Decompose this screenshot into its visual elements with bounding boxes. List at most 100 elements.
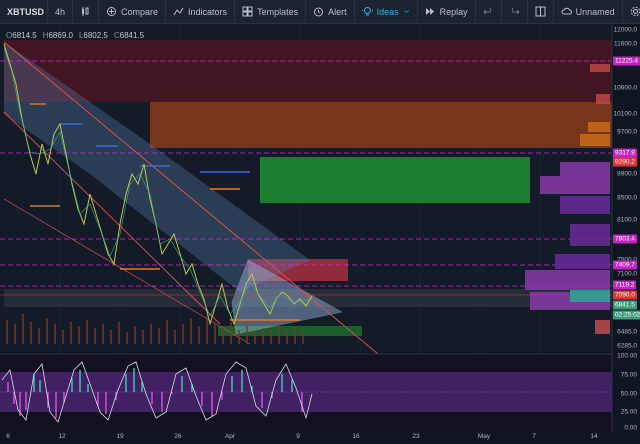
ideas-label: Ideas: [376, 6, 399, 17]
replay-button[interactable]: Replay: [418, 0, 476, 24]
level-markers: [30, 103, 300, 321]
price-tick: 8500.0: [617, 194, 637, 202]
support-zone-green[interactable]: [260, 157, 530, 203]
supply-zone-top[interactable]: [4, 40, 612, 102]
cloud-icon: [561, 7, 572, 15]
price-tick: 8100.0: [617, 216, 637, 224]
osc-tick: 100.00: [617, 352, 637, 360]
date-tick: 23: [412, 433, 420, 440]
date-tick: May: [477, 433, 491, 440]
descending-channel[interactable]: [4, 42, 310, 292]
range-zone-grey[interactable]: [4, 289, 612, 307]
resistance-zone-red[interactable]: [248, 259, 348, 281]
horizontal-levels: [0, 60, 612, 287]
open-label: O: [6, 31, 13, 40]
price-tag: 7090.0: [613, 290, 637, 300]
price-tick: 6285.0: [617, 342, 637, 350]
chevron-down-icon: [403, 10, 409, 13]
price-tick: 7100.0: [617, 270, 637, 278]
undo-button[interactable]: [476, 0, 502, 24]
candles-icon: [82, 7, 89, 16]
layout-menu-button[interactable]: [528, 0, 554, 24]
low-value: 6802.5: [83, 31, 108, 40]
high-value: 6869.0: [48, 31, 73, 40]
top-toolbar: XBTUSD 4h Compare Indicators Templates A…: [0, 0, 640, 24]
open-value: 6814.5: [12, 31, 37, 40]
price-tick: 9700.0: [617, 128, 637, 136]
alert-label: Alert: [328, 6, 347, 17]
current-price-tag: 6841.5: [613, 300, 637, 310]
low-label: L: [78, 31, 84, 40]
date-axis[interactable]: 6 12 19 26 Apr 9 16 23 May 7 14: [0, 432, 640, 444]
chart-style-button[interactable]: [73, 0, 100, 24]
compare-button[interactable]: Compare: [99, 0, 167, 24]
alarm-clock-icon: [314, 7, 324, 17]
templates-icon: [242, 6, 253, 17]
price-tag: 7409.7: [613, 260, 637, 270]
indicators-icon: [173, 7, 184, 16]
osc-tick: 75.00: [620, 371, 637, 379]
lightbulb-icon: [361, 7, 373, 16]
resistance-zone-orange[interactable]: [150, 102, 612, 148]
date-tick: 16: [352, 433, 360, 440]
chart-canvas[interactable]: [0, 24, 640, 444]
date-tick: 9: [296, 433, 300, 440]
indicators-button[interactable]: Indicators: [166, 0, 236, 24]
templates-button[interactable]: Templates: [235, 0, 307, 24]
date-tick: 26: [174, 433, 182, 440]
oscillator-axis[interactable]: 100.00 75.00 50.00 25.00 0.00: [612, 352, 640, 432]
price-tag: 9317.9: [613, 148, 637, 158]
undo-icon: [482, 7, 491, 15]
bar-countdown-tag: 02:25:02: [613, 310, 640, 320]
compare-label: Compare: [121, 6, 159, 17]
price-tick: 8900.0: [617, 170, 637, 178]
trendline-lower[interactable]: [3, 111, 221, 325]
price-tag: 9290.2: [613, 157, 637, 167]
oscillator-histogram: [7, 368, 303, 418]
volume-bars: [6, 314, 304, 344]
cloud-save-button[interactable]: Unnamed: [554, 0, 623, 24]
trendline-upper[interactable]: [3, 41, 379, 355]
layout-name: Unnamed: [575, 6, 615, 17]
gear-icon: [630, 6, 640, 17]
ohlc-legend: O6814.5 H6869.0 L6802.5 C6841.5: [6, 31, 144, 40]
price-tick: 10600.0: [613, 84, 638, 92]
price-tick: 10100.0: [613, 110, 638, 118]
price-tag: 11225.4: [613, 56, 640, 66]
date-tick: Apr: [224, 433, 236, 440]
date-tick: 14: [590, 433, 598, 440]
redo-icon: [511, 7, 520, 15]
date-tick: 6: [6, 433, 10, 440]
date-tick: 19: [116, 433, 124, 440]
support-zone-dark-green[interactable]: [218, 326, 362, 336]
interval-selector[interactable]: 4h: [48, 0, 74, 24]
price-tag: 7803.4: [613, 234, 637, 244]
ideas-button[interactable]: Ideas: [355, 0, 418, 24]
price-tick: 11600.0: [613, 40, 637, 48]
price-tick: 7500.0: [617, 257, 637, 264]
date-tick: 7: [532, 433, 536, 440]
price-tag: 7119.2: [613, 280, 637, 290]
volume-profile: [525, 64, 610, 334]
close-value: 6841.5: [119, 31, 145, 40]
alert-button[interactable]: Alert: [306, 0, 355, 24]
date-tick: 12: [58, 433, 66, 440]
osc-tick: 50.00: [620, 390, 637, 398]
replay-label: Replay: [439, 6, 468, 17]
high-label: H: [42, 31, 49, 40]
price-tick: 6485.0: [617, 328, 637, 336]
templates-label: Templates: [257, 6, 299, 17]
close-label: C: [113, 31, 120, 40]
price-axis[interactable]: 12000.0 11600.0 10600.0 10100.0 9700.0 8…: [612, 24, 640, 352]
osc-tick: 0.00: [624, 424, 637, 432]
compare-icon: [107, 7, 117, 16]
price-tick: 12000.0: [613, 26, 638, 34]
replay-icon: [425, 8, 434, 15]
symbol-search[interactable]: XBTUSD: [0, 0, 48, 24]
layout-grid-icon: [535, 6, 546, 17]
osc-tick: 25.00: [620, 408, 637, 416]
oscillator-line: [1, 361, 313, 423]
settings-button[interactable]: [623, 0, 640, 24]
redo-button[interactable]: [502, 0, 528, 24]
indicators-label: Indicators: [188, 6, 228, 17]
